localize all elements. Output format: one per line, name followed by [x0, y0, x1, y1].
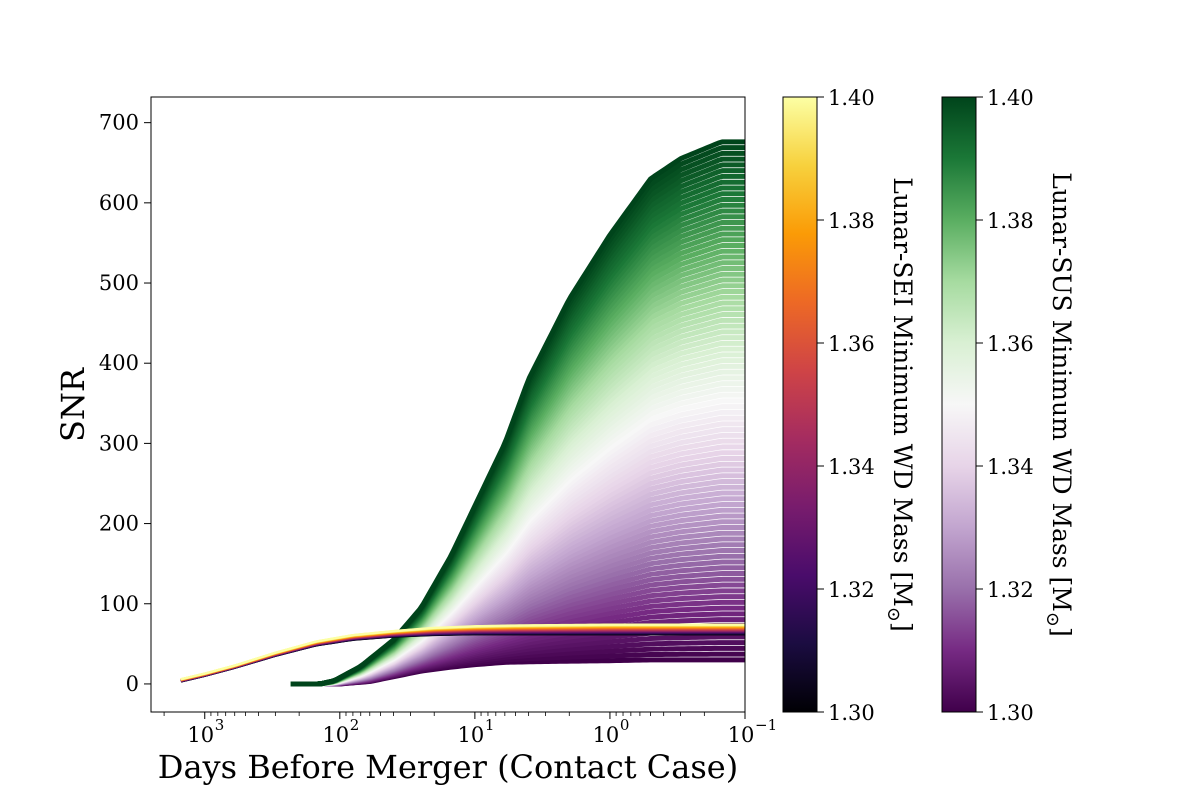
y-tick-label: 100: [99, 592, 139, 616]
colorbar-sei: 1.30 1.32 1.34 1.36 1.38 1.40 Lunar-SEI Minimu…: [782, 86, 917, 725]
colorbar-tick-label: 1.36: [987, 332, 1034, 356]
colorbar-tick-label: 1.40: [828, 86, 875, 110]
colorbar-tick-label: 1.34: [987, 455, 1034, 479]
colorbar-sus: 1.30 1.32 1.34 1.36 1.38 1.40 Lunar-SUS Minimu…: [941, 86, 1076, 725]
colorbar-tick-label: 1.38: [828, 209, 875, 233]
colorbar-tick-label: 1.34: [828, 455, 875, 479]
lunar-sei-band: [180, 623, 745, 683]
y-tick-label: 500: [99, 271, 139, 295]
colorbar-label: Lunar-SUS Minimum WD Mass [M⊙]: [1042, 172, 1076, 637]
y-axis-label: SNR: [54, 367, 92, 442]
x-tick-exponent: 0: [620, 716, 630, 734]
colorbar-tick-label: 1.38: [987, 209, 1034, 233]
colorbar-gradient: [782, 96, 818, 713]
colorbar-label: Lunar-SEI Minimum WD Mass [M⊙]: [883, 177, 917, 631]
colorbar-tick-label: 1.40: [987, 86, 1034, 110]
y-tick-label: 400: [99, 351, 139, 375]
x-tick-label: 10: [728, 723, 755, 747]
mass-curve: [290, 139, 745, 687]
y-tick-label: 300: [99, 431, 139, 455]
x-tick-exponent: −1: [755, 716, 777, 734]
x-tick-exponent: 3: [215, 716, 225, 734]
colorbar-tick-label: 1.36: [828, 332, 875, 356]
colorbar-gradient: [941, 96, 977, 713]
plot-frame: [150, 96, 746, 713]
mass-curve: [180, 623, 745, 681]
lunar-sus-band: [290, 139, 745, 687]
x-tick-exponent: 2: [350, 716, 360, 734]
y-tick-label: 200: [99, 512, 139, 536]
x-axis-label: Days Before Merger (Contact Case): [158, 748, 738, 786]
x-tick-label: 10: [593, 723, 620, 747]
y-tick-label: 0: [126, 672, 139, 696]
x-tick-exponent: 1: [485, 716, 495, 734]
plot-area: [180, 139, 745, 687]
y-tick-label: 700: [99, 111, 139, 135]
x-tick-label: 10: [322, 723, 349, 747]
x-tick-label: 10: [458, 723, 485, 747]
colorbar-tick-label: 1.32: [828, 578, 875, 602]
x-axis: 10 3 10 2 10 1 10 0 10 −1: [163, 712, 777, 747]
y-axis: 0 100 200 300 400 500 600 700: [99, 111, 151, 696]
colorbar-tick-label: 1.30: [828, 701, 875, 725]
y-tick-label: 600: [99, 191, 139, 215]
colorbar-tick-label: 1.32: [987, 578, 1034, 602]
colorbar-tick-label: 1.30: [987, 701, 1034, 725]
x-tick-label: 10: [187, 723, 214, 747]
